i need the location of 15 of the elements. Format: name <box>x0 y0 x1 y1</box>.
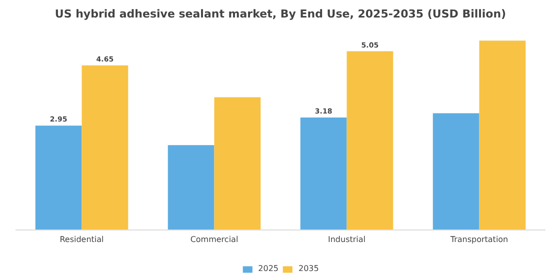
bar <box>82 65 128 230</box>
bar <box>479 40 526 230</box>
x-tick-label: Residential <box>60 235 104 244</box>
x-tick-label: Commercial <box>190 235 238 244</box>
bar <box>432 113 480 230</box>
bar <box>168 145 214 230</box>
x-tick-label: Transportation <box>449 235 508 244</box>
bar <box>35 126 82 230</box>
chart-title: US hybrid adhesive sealant market, By End Use, 2025-2035 (USD Billion) <box>54 8 506 20</box>
bar <box>214 97 261 230</box>
x-tick-label: Industrial <box>328 235 366 244</box>
legend-label: 2025 <box>258 264 278 273</box>
bar <box>300 117 347 230</box>
legend-label: 2035 <box>298 264 319 273</box>
bar <box>346 51 394 230</box>
